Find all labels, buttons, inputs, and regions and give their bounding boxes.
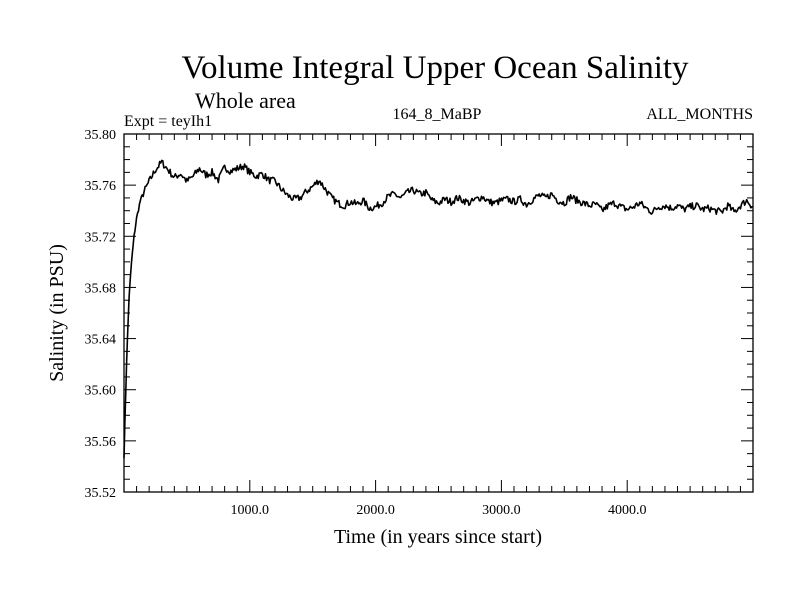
axis-ticks [124, 133, 753, 493]
x-tick-label: 3000.0 [482, 503, 521, 518]
y-axis-label: Salinity (in PSU) [46, 244, 68, 382]
chart-title: Volume Integral Upper Ocean Salinity [181, 50, 689, 86]
run-label: 164_8_MaBP [393, 106, 482, 123]
salinity-series-line [123, 159, 754, 459]
y-tick-labels: 35.52 35.56 35.60 35.64 35.68 35.72 35.76 35.80 [85, 128, 117, 501]
x-axis-label: Time (in years since start) [334, 526, 542, 548]
y-tick-label: 35.60 [85, 384, 117, 399]
y-tick-label: 35.64 [85, 333, 117, 348]
expt-label: Expt = teyIh1 [124, 113, 212, 130]
y-tick-label: 35.80 [85, 128, 117, 143]
y-tick-label: 35.68 [85, 281, 117, 296]
y-tick-label: 35.72 [85, 230, 117, 245]
x-tick-label: 1000.0 [231, 503, 270, 518]
y-tick-label: 35.56 [85, 435, 117, 450]
plot-frame [123, 133, 754, 493]
x-tick-label: 2000.0 [356, 503, 395, 518]
months-label: ALL_MONTHS [646, 106, 753, 123]
y-tick-label: 35.52 [85, 486, 117, 501]
x-tick-label: 4000.0 [608, 503, 647, 518]
chart-subtitle: Whole area [195, 88, 296, 113]
x-tick-labels: 1000.0 2000.0 3000.0 4000.0 [231, 503, 647, 518]
y-tick-label: 35.76 [85, 179, 117, 194]
